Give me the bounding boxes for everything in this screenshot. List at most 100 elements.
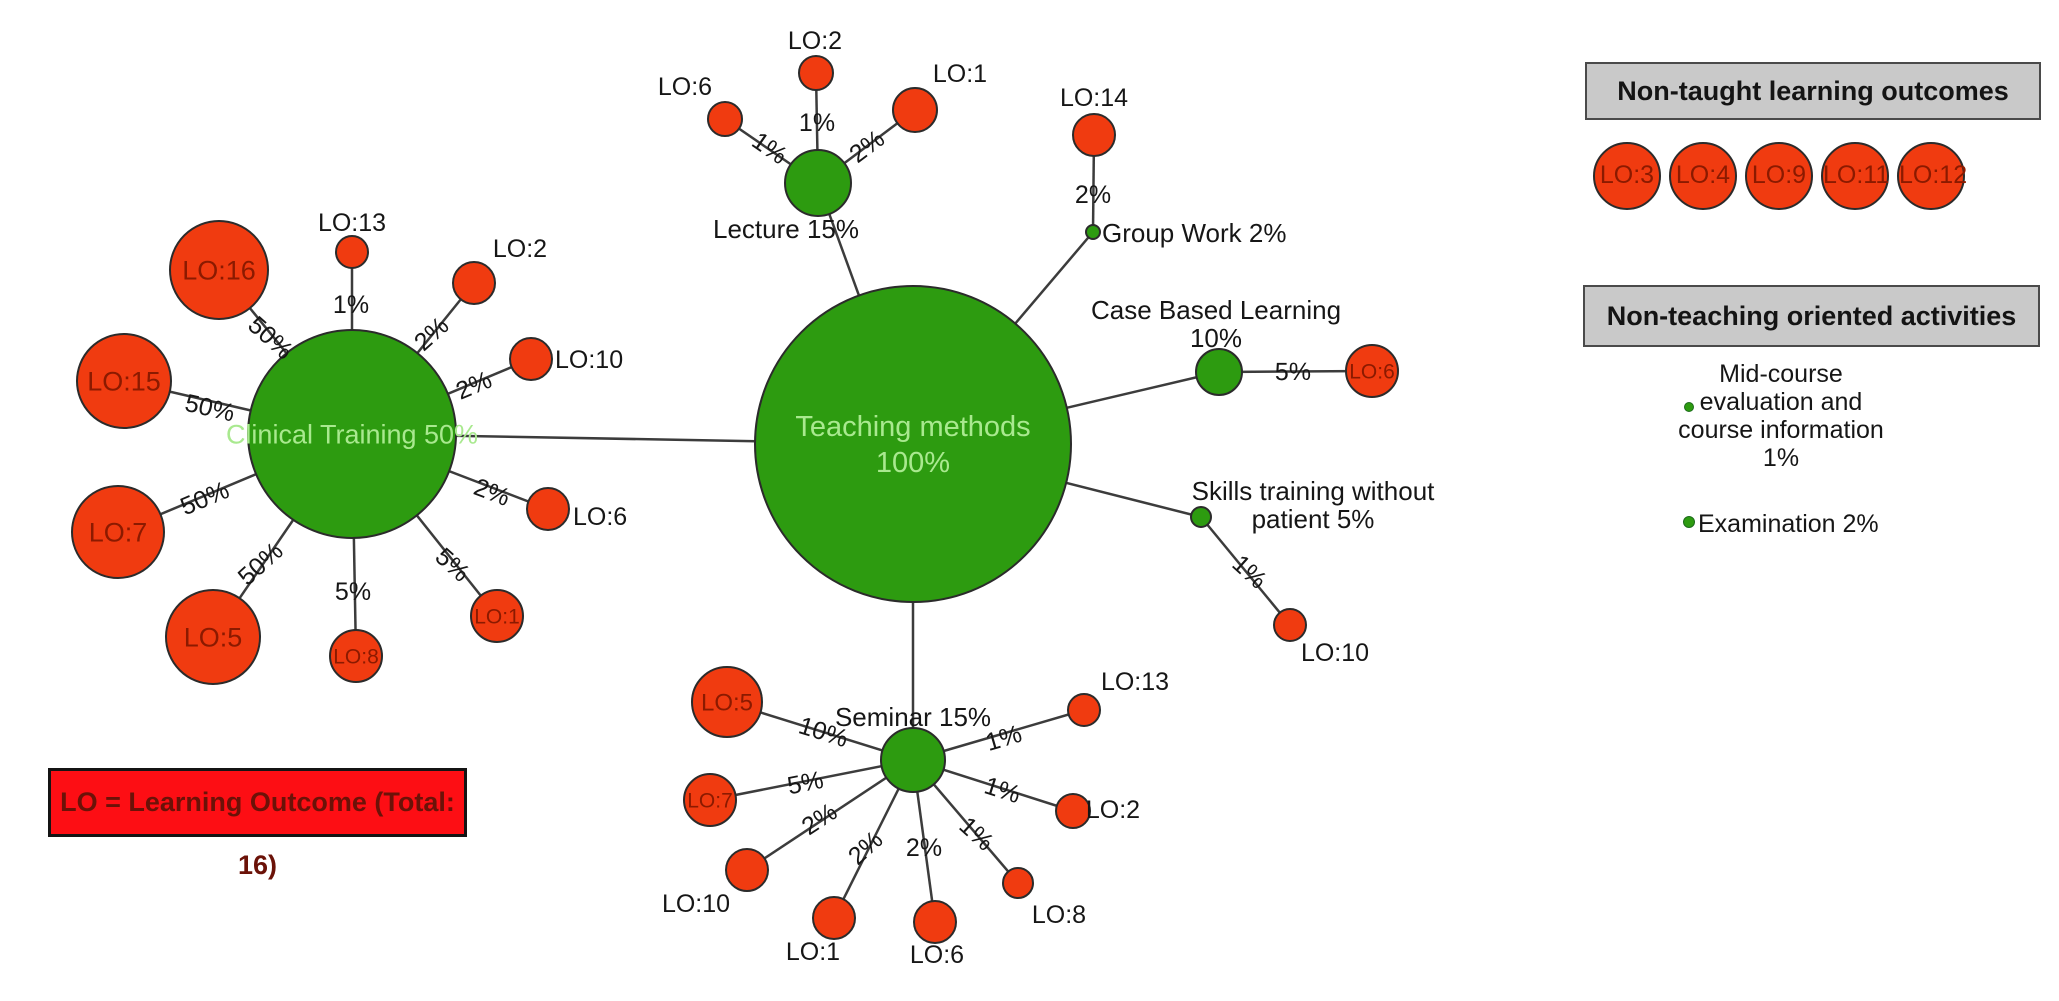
- edge-pct-clinical-lo6: 2%: [470, 473, 514, 512]
- satellite-label-seminar-lo5: LO:5: [701, 689, 753, 716]
- satellite-label-clinical-lo16: LO:16: [182, 255, 256, 285]
- satellite-label-groupwork-lo14: LO:14: [1060, 84, 1128, 112]
- satellite-clinical-lo6: [526, 487, 570, 531]
- satellite-clinical-lo13: [335, 235, 369, 269]
- legend-circle-lo11: LO:11: [1821, 142, 1889, 210]
- hub-skills: [1190, 506, 1212, 528]
- satellite-clinical-lo16: [169, 220, 269, 320]
- satellite-clinical-lo5: [165, 589, 261, 685]
- satellite-label-seminar-lo10: LO:10: [662, 890, 730, 918]
- midcourse-dot-icon: [1684, 402, 1694, 412]
- edge-pct-clinical-lo5: 50%: [233, 537, 289, 591]
- edge-pct-lecture-lo2: 1%: [799, 109, 835, 137]
- edge-seminar-lo10: [746, 758, 914, 872]
- satellite-label-seminar-lo7: LO:7: [687, 789, 733, 812]
- legend-circle-lo9: LO:9: [1745, 142, 1813, 210]
- non-taught-lo-list: LO:3 LO:4 LO:9 LO:11 LO:12: [1593, 142, 1967, 210]
- midcourse-line: course information: [1678, 416, 1884, 444]
- hub-seminar: [880, 727, 946, 793]
- satellite-clinical-lo15: [76, 333, 172, 429]
- edge-pct-seminar-lo2: 1%: [981, 772, 1024, 810]
- edge-pct-seminar-lo10: 2%: [797, 798, 843, 841]
- satellite-skills-lo10: [1273, 608, 1307, 642]
- satellite-groupwork-lo14: [1072, 113, 1116, 157]
- satellite-label-clinical-lo15: LO:15: [87, 366, 161, 396]
- nodes: [71, 55, 1399, 944]
- edge-pct-clinical-lo10: 2%: [452, 366, 496, 406]
- legend-circle-lo3: LO:3: [1593, 142, 1661, 210]
- satellite-seminar-lo10: [725, 848, 769, 892]
- satellite-label-lecture-lo6: LO:6: [658, 73, 712, 101]
- edge-pct-clinical-lo8: 5%: [335, 578, 371, 606]
- non-taught-outcomes-header: Non-taught learning outcomes: [1585, 62, 2041, 120]
- hub-label-skills: patient 5%: [1252, 504, 1375, 534]
- midcourse-line: 1%: [1762, 444, 1800, 472]
- hub-label-teaching: 100%: [876, 447, 950, 479]
- edge-skills-lo10: [1200, 516, 1291, 626]
- satellite-label-clinical-lo8: LO:8: [333, 645, 379, 668]
- satellite-label-lecture-lo1: LO:1: [933, 60, 987, 88]
- edge-pct-clinical-lo13: 1%: [333, 291, 369, 319]
- examination-dot-icon: [1683, 516, 1695, 528]
- satellite-lecture-lo6: [707, 101, 743, 137]
- satellite-seminar-lo6: [913, 900, 957, 944]
- hub-label-groupwork: Group Work 2%: [1102, 218, 1286, 248]
- hub-groupwork: [1085, 224, 1101, 240]
- edge-pct-clinical-lo7: 50%: [176, 476, 233, 521]
- satellite-clinical-lo1: [470, 589, 524, 643]
- satellite-label-seminar-lo6: LO:6: [910, 941, 964, 969]
- satellite-seminar-lo8: [1002, 867, 1034, 899]
- edge-pct-seminar-lo6: 2%: [906, 834, 942, 862]
- hub-label-teaching: Teaching methods: [795, 411, 1030, 443]
- satellite-clinical-lo2: [452, 261, 496, 305]
- lo-legend-note: LO = Learning Outcome (Total: 16): [48, 768, 467, 880]
- edge-pct-seminar-lo7: 5%: [785, 766, 826, 800]
- satellite-label-clinical-lo10: LO:10: [555, 346, 623, 374]
- satellite-clinical-lo8: [329, 629, 383, 683]
- satellite-label-clinical-lo6: LO:6: [573, 503, 627, 531]
- satellite-lecture-lo1: [892, 87, 938, 133]
- edge-pct-seminar-lo8: 1%: [954, 812, 1000, 857]
- satellite-clinical-lo10: [509, 337, 553, 381]
- hub-label-clinical: Clinical Training 50%: [226, 419, 478, 449]
- satellite-label-seminar-lo2: LO:2: [1086, 796, 1140, 824]
- hub-cbl: [1195, 348, 1243, 396]
- satellite-label-seminar-lo13: LO:13: [1101, 668, 1169, 696]
- edge-pct-clinical-lo2: 2%: [409, 312, 455, 357]
- edge-pct-lecture-lo6: 1%: [747, 127, 793, 171]
- non-teaching-activities-header: Non-teaching oriented activities: [1583, 285, 2040, 347]
- satellite-lecture-lo2: [798, 55, 834, 91]
- satellite-label-clinical-lo13: LO:13: [318, 209, 386, 237]
- hub-label-cbl: 10%: [1190, 323, 1242, 353]
- hub-teaching: [754, 285, 1072, 603]
- satellite-label-clinical-lo7: LO:7: [89, 517, 148, 547]
- midcourse-line: Mid-course: [1719, 360, 1843, 388]
- midcourse-evaluation-label: Mid-course evaluation and course informa…: [1658, 360, 1904, 472]
- satellite-label-cbl-lo6: LO:6: [1349, 360, 1395, 383]
- satellite-seminar-lo5: [691, 666, 763, 738]
- edge-pct-seminar-lo1: 2%: [843, 826, 889, 871]
- hub-label-skills: Skills training without: [1192, 476, 1436, 506]
- hub-clinical: [247, 329, 457, 539]
- legend-circle-lo4: LO:4: [1669, 142, 1737, 210]
- satellite-clinical-lo7: [71, 485, 165, 579]
- satellite-label-skills-lo10: LO:10: [1301, 639, 1369, 667]
- satellite-label-seminar-lo1: LO:1: [786, 938, 840, 966]
- hub-label-lecture: Lecture 15%: [713, 214, 859, 244]
- satellite-label-clinical-lo1: LO:1: [474, 605, 520, 628]
- edge-pct-cbl-lo6: 5%: [1275, 358, 1311, 386]
- satellite-label-clinical-lo5: LO:5: [184, 622, 243, 652]
- hub-label-cbl: Case Based Learning: [1091, 295, 1341, 325]
- hub-lecture: [784, 149, 852, 217]
- edge-pct-lecture-lo1: 2%: [844, 125, 890, 169]
- legend-circle-lo12: LO:12: [1897, 142, 1967, 210]
- satellite-label-seminar-lo8: LO:8: [1032, 901, 1086, 929]
- satellite-label-lecture-lo2: LO:2: [788, 27, 842, 55]
- midcourse-line: evaluation and: [1699, 388, 1863, 416]
- satellite-seminar-lo1: [812, 896, 856, 940]
- examination-label: Examination 2%: [1698, 510, 1879, 538]
- satellite-seminar-lo13: [1067, 693, 1101, 727]
- satellite-seminar-lo2: [1055, 793, 1091, 829]
